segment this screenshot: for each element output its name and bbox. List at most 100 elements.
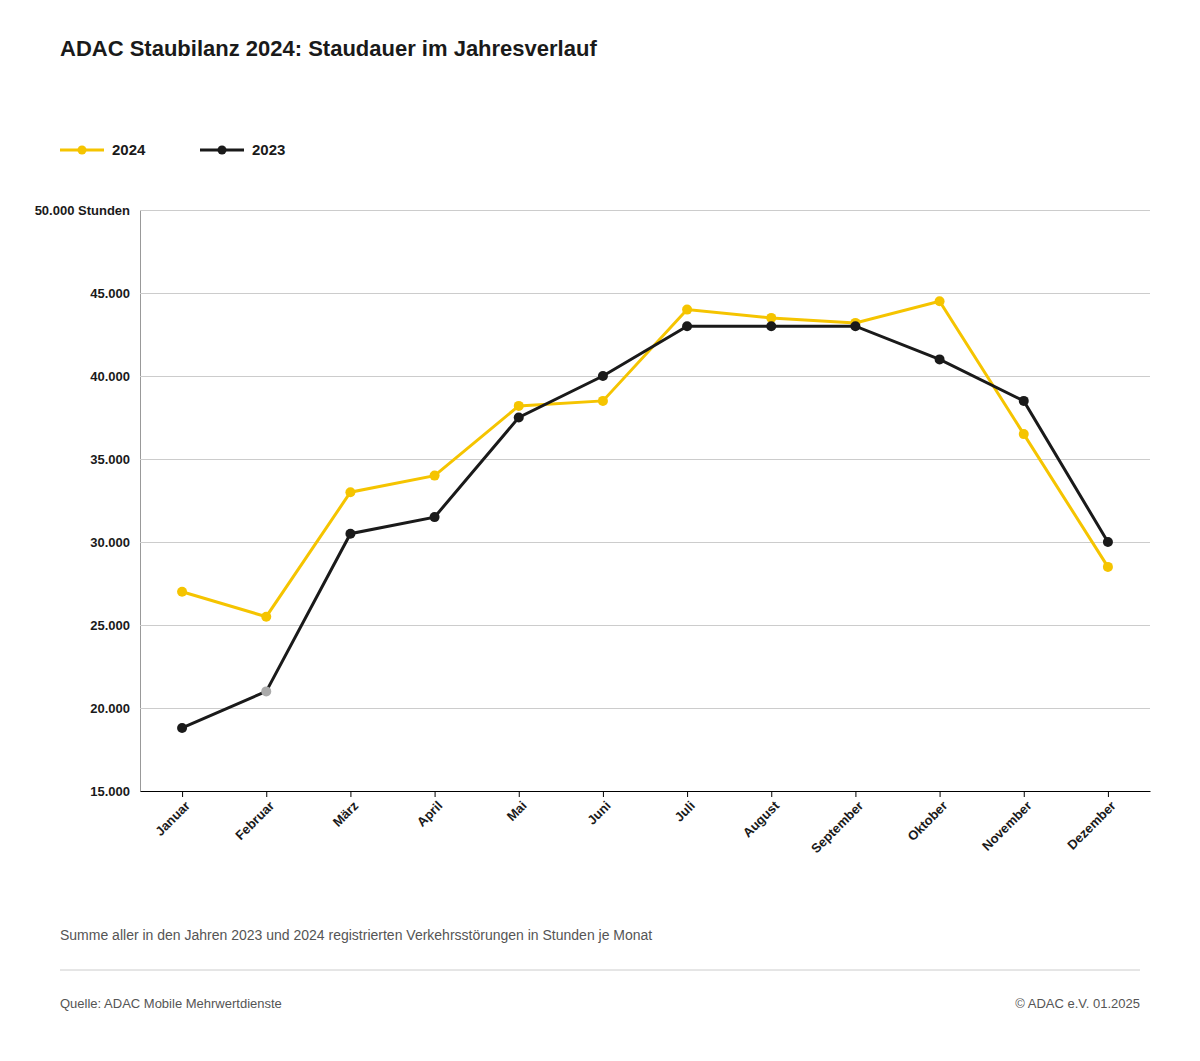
x-tick: Mai	[504, 791, 530, 824]
grid-line	[140, 293, 1150, 294]
series	[177, 321, 1113, 733]
tick-mark	[603, 791, 604, 797]
point	[850, 321, 860, 331]
x-tick: April	[414, 791, 446, 830]
legend-marker	[218, 146, 227, 155]
grid-line	[140, 542, 1150, 543]
x-tick: Januar	[152, 791, 193, 839]
point	[935, 354, 945, 364]
x-tick: Dezember	[1064, 791, 1119, 853]
x-tick-label: März	[330, 798, 362, 830]
y-tick-label: 30.000	[90, 535, 130, 550]
y-tick-label: 50.000 Stunden	[35, 203, 130, 218]
y-tick: 15.000	[90, 784, 1150, 799]
point	[261, 612, 271, 622]
x-tick-label: September	[808, 798, 866, 856]
point	[1019, 396, 1029, 406]
legend: 2024 2023	[60, 141, 285, 158]
tick-mark	[771, 791, 772, 797]
point	[935, 296, 945, 306]
tick-mark	[687, 791, 688, 797]
point	[682, 321, 692, 331]
grid-line	[140, 791, 1150, 792]
legend-marker	[78, 146, 87, 155]
chart: ADAC Staubilanz 2024: Staudauer im Jahre…	[0, 0, 1200, 1061]
point	[345, 487, 355, 497]
tick-mark	[940, 791, 941, 797]
tick-mark	[1108, 791, 1109, 797]
x-tick-label: Mai	[504, 798, 530, 824]
y-tick-label: 45.000	[90, 286, 130, 301]
grid-line	[140, 210, 1150, 211]
x-tick: Oktober	[905, 791, 951, 844]
x-tick-label: Dezember	[1064, 798, 1119, 853]
grid-line	[140, 708, 1150, 709]
x-tick: Juni	[584, 791, 614, 828]
grid-line	[140, 459, 1150, 460]
tick-mark	[1024, 791, 1025, 797]
legend-item: 2024	[60, 141, 146, 158]
x-tick-label: August	[740, 798, 783, 841]
y-tick-label: 20.000	[90, 701, 130, 716]
series-line	[182, 301, 1108, 616]
grid-line	[140, 376, 1150, 377]
plot: 15.000 20.000 25.000 30.000 35.000 40.000 45.0…	[35, 203, 1151, 857]
point	[1019, 429, 1029, 439]
y-axis: 15.000 20.000 25.000 30.000 35.000 40.000 45.0…	[35, 203, 1150, 799]
title: ADAC Staubilanz 2024: Staudauer im Jahre…	[60, 36, 597, 61]
tick-mark	[855, 791, 856, 797]
x-tick: August	[740, 791, 783, 840]
point	[598, 396, 608, 406]
x-tick-label: April	[414, 798, 446, 830]
y-tick: 25.000	[90, 618, 1150, 633]
x-tick: Februar	[232, 791, 277, 843]
source: Quelle: ADAC Mobile Mehrwertdienste	[60, 996, 282, 1011]
point	[430, 471, 440, 481]
x-tick: Juli	[671, 791, 697, 825]
legend-item: 2023	[200, 141, 285, 158]
point	[514, 401, 524, 411]
tick-mark	[182, 791, 183, 797]
point	[514, 413, 524, 423]
y-tick-label: 35.000	[90, 452, 130, 467]
x-tick-label: Juni	[584, 798, 614, 828]
y-tick: 50.000 Stunden	[35, 203, 1150, 218]
y-axis-line	[141, 211, 1151, 792]
y-tick-label: 40.000	[90, 369, 130, 384]
x-tick: September	[808, 791, 866, 856]
legend-label: 2024	[112, 141, 146, 158]
series	[177, 296, 1113, 621]
x-tick-label: Oktober	[905, 798, 951, 844]
series-line	[182, 326, 1108, 728]
tick-mark	[519, 791, 520, 797]
x-tick: März	[330, 791, 362, 830]
y-tick: 45.000	[90, 286, 1150, 301]
x-tick-label: Juli	[671, 798, 697, 824]
point	[430, 512, 440, 522]
point	[177, 587, 187, 597]
point	[261, 686, 271, 696]
tick-mark	[266, 791, 267, 797]
point	[1103, 537, 1113, 547]
point	[598, 371, 608, 381]
tick-mark	[350, 791, 351, 797]
y-tick-label: 15.000	[90, 784, 130, 799]
y-tick-label: 25.000	[90, 618, 130, 633]
x-tick-label: November	[979, 798, 1035, 854]
grid-line	[140, 625, 1150, 626]
y-tick: 35.000	[90, 452, 1150, 467]
x-axis: Januar Februar März April Mai Juni Juli August S…	[141, 791, 1151, 856]
legend-label: 2023	[252, 141, 285, 158]
x-tick: November	[979, 791, 1035, 854]
y-tick: 20.000	[90, 701, 1150, 716]
y-tick: 30.000	[90, 535, 1150, 550]
footnote: Summe aller in den Jahren 2023 und 2024 …	[60, 927, 652, 943]
separator	[60, 970, 1140, 971]
x-axis-line	[141, 791, 1151, 792]
x-tick-label: Februar	[232, 798, 277, 843]
marks	[177, 296, 1113, 733]
point	[345, 529, 355, 539]
x-tick-label: Januar	[152, 798, 193, 839]
point	[682, 305, 692, 315]
point	[177, 723, 187, 733]
